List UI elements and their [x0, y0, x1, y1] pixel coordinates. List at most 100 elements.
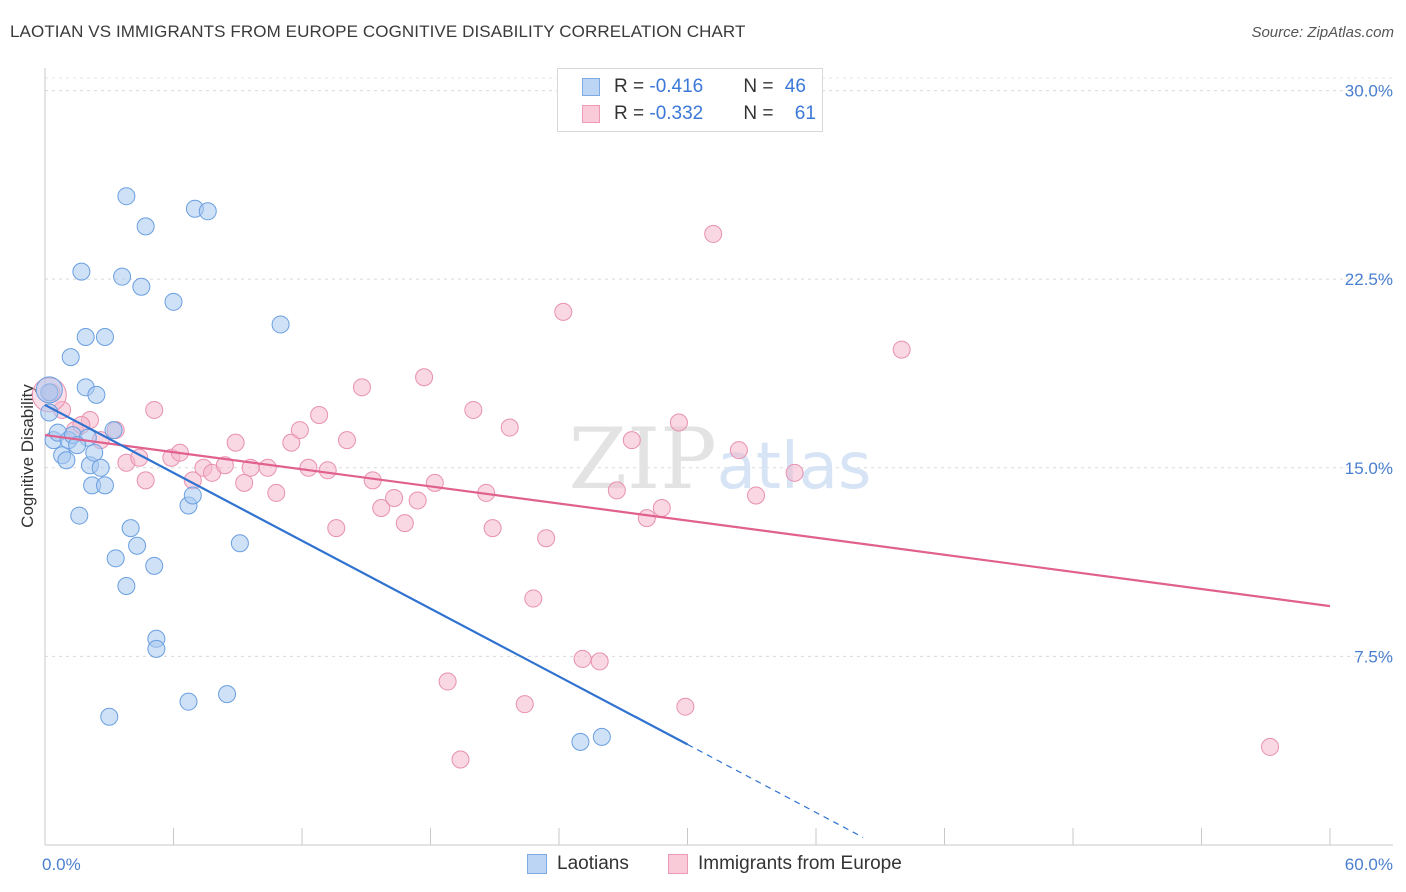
- point-laotians: [183, 486, 202, 505]
- legend-r-label: R =: [614, 76, 650, 97]
- legend-row-immigrants: R = -0.332 N = 61: [582, 102, 816, 126]
- point-immigrants: [892, 340, 911, 359]
- point-immigrants: [267, 483, 286, 502]
- trend-line-laotians-extrapolated: [687, 743, 864, 838]
- y-tick-label: 15.0%: [1345, 459, 1393, 478]
- chart-title: LAOTIAN VS IMMIGRANTS FROM EUROPE COGNIT…: [10, 22, 746, 41]
- point-immigrants: [215, 456, 234, 475]
- point-immigrants: [554, 302, 573, 321]
- legend-swatch-pink: [582, 105, 600, 123]
- point-laotians: [57, 451, 76, 470]
- point-laotians: [76, 328, 95, 347]
- point-laotians: [230, 534, 249, 553]
- point-immigrants: [258, 458, 277, 477]
- point-laotians: [128, 536, 147, 555]
- legend-swatch-blue: [582, 78, 600, 96]
- point-laotians: [136, 217, 155, 236]
- point-immigrants: [669, 413, 688, 432]
- point-laotians: [61, 348, 80, 367]
- point-immigrants: [747, 486, 766, 505]
- point-laotians: [106, 549, 125, 568]
- point-immigrants: [515, 695, 534, 714]
- bottom-legend-swatch-blue: [527, 854, 547, 874]
- point-immigrants: [483, 519, 502, 538]
- bottom-legend-swatch-pink: [668, 854, 688, 874]
- y-tick-label: 22.5%: [1345, 270, 1393, 289]
- point-immigrants: [226, 433, 245, 452]
- point-immigrants: [524, 589, 543, 608]
- point-immigrants: [1261, 737, 1280, 756]
- point-immigrants: [607, 481, 626, 500]
- point-immigrants: [318, 461, 337, 480]
- legend-n-value: 46: [784, 76, 806, 97]
- point-laotians: [147, 639, 166, 658]
- point-immigrants: [145, 400, 164, 419]
- legend-r-value: -0.416: [649, 76, 704, 97]
- point-laotians: [104, 421, 123, 440]
- series-laotians-points: [35, 187, 611, 751]
- watermark-zip: ZIP: [569, 410, 717, 508]
- y-tick-label: 7.5%: [1354, 647, 1393, 666]
- point-laotians: [198, 202, 217, 221]
- point-immigrants: [451, 750, 470, 769]
- point-laotians: [85, 443, 104, 462]
- bottom-legend-label: Immigrants from Europe: [698, 853, 902, 874]
- point-immigrants: [652, 499, 671, 518]
- point-laotians: [117, 576, 136, 595]
- point-laotians: [70, 506, 89, 525]
- point-immigrants: [372, 499, 391, 518]
- point-immigrants: [408, 491, 427, 510]
- point-laotians: [218, 685, 237, 704]
- point-immigrants: [622, 431, 641, 450]
- legend-n-value: 61: [794, 103, 816, 124]
- point-laotians: [91, 458, 110, 477]
- point-laotians: [117, 187, 136, 206]
- point-laotians: [592, 727, 611, 746]
- point-immigrants: [704, 224, 723, 243]
- point-laotians: [121, 519, 140, 538]
- point-laotians: [95, 476, 114, 495]
- point-immigrants: [590, 652, 609, 671]
- point-immigrants: [537, 529, 556, 548]
- legend-row-laotians: R = -0.416 N = 46: [582, 75, 806, 99]
- point-laotians: [271, 315, 290, 334]
- legend-box: R = -0.416 N = 46 R = -0.332 N = 61: [557, 68, 823, 132]
- point-immigrants: [500, 418, 519, 437]
- point-immigrants: [337, 431, 356, 450]
- point-laotians: [113, 267, 132, 286]
- point-immigrants: [415, 368, 434, 387]
- point-laotians: [179, 692, 198, 711]
- point-immigrants: [729, 441, 748, 460]
- point-laotians: [72, 262, 91, 281]
- source-label: Source: ZipAtlas.com: [1251, 24, 1394, 41]
- point-immigrants: [438, 672, 457, 691]
- point-immigrants: [385, 488, 404, 507]
- point-immigrants: [573, 649, 592, 668]
- point-laotians: [145, 556, 164, 575]
- series-immigrants-points: [31, 224, 1280, 769]
- point-immigrants: [282, 433, 301, 452]
- point-immigrants: [395, 514, 414, 533]
- legend-r-label: R =: [614, 103, 650, 124]
- point-immigrants: [299, 458, 318, 477]
- bottom-legend-laotians: Laotians: [527, 851, 629, 877]
- point-laotians: [164, 292, 183, 311]
- point-immigrants: [235, 473, 254, 492]
- x-tick-label: 60.0%: [1345, 855, 1393, 874]
- point-immigrants: [676, 697, 695, 716]
- point-immigrants: [290, 421, 309, 440]
- point-laotians: [87, 385, 106, 404]
- bottom-legend-immigrants: Immigrants from Europe: [668, 851, 902, 877]
- legend-r-value: -0.332: [649, 103, 704, 124]
- point-immigrants: [637, 509, 656, 528]
- point-immigrants: [136, 471, 155, 490]
- point-laotians: [571, 732, 590, 751]
- axes: [44, 68, 1393, 846]
- x-tick-labels: 0.0% 60.0%: [42, 855, 1393, 874]
- trend-lines: [44, 403, 1331, 838]
- x-tick-label: 0.0%: [42, 855, 81, 874]
- legend-n-label: N =: [743, 76, 779, 97]
- point-immigrants: [785, 463, 804, 482]
- point-immigrants: [352, 378, 371, 397]
